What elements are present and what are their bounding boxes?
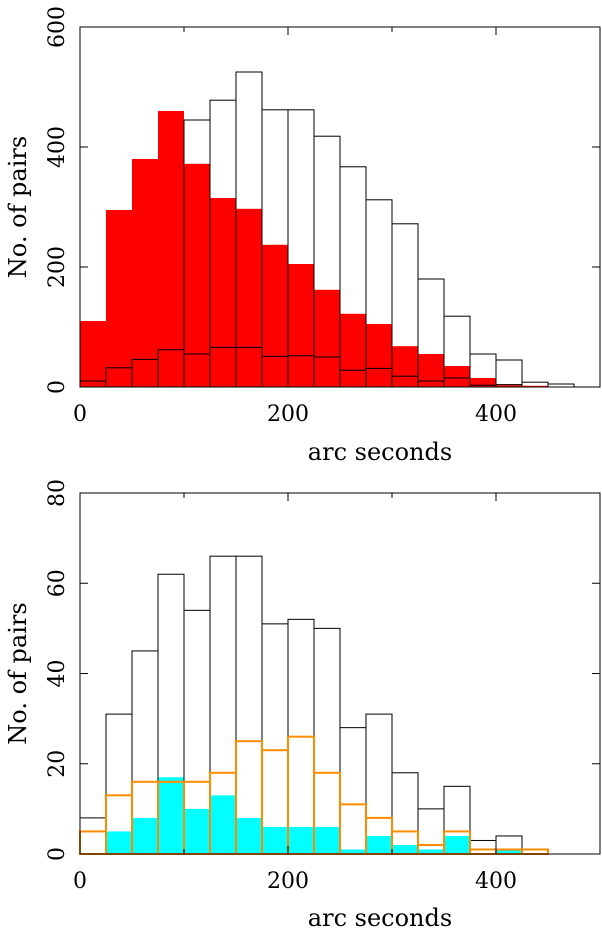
histogram-bar [444,366,470,387]
histogram-bar-outline [339,727,367,855]
histogram-bar [236,208,262,387]
histogram-bar-outline [235,555,263,855]
y-tick-label: 80 [45,479,70,507]
x-tick-label: 0 [73,869,87,894]
histogram-bar [262,826,288,854]
x-tick-label: 400 [475,402,517,427]
histogram-bar [158,111,184,387]
histogram-bar [470,378,496,387]
histogram-bar [522,385,548,387]
x-tick-label: 400 [475,869,517,894]
y-tick-label: 400 [45,126,70,168]
x-tick-label: 0 [73,402,87,427]
histogram-bar [366,324,392,387]
histogram-bar-outline [261,623,289,855]
histogram-bar-outline [79,817,107,855]
histogram-bar [496,849,522,854]
histogram-bar [340,849,366,854]
y-tick-label: 600 [45,6,70,48]
y-tick-label: 200 [45,246,70,288]
y-tick-label: 0 [45,847,70,861]
x-axis-label: arc seconds [308,438,452,466]
x-tick-label: 200 [267,869,309,894]
histogram-bar [184,163,210,387]
y-axis-label: No. of pairs [4,602,32,744]
histogram-bar [80,321,106,387]
histogram-bar [158,777,184,854]
histogram-bar [444,835,470,854]
histogram-bar [210,795,236,854]
histogram-bar-outline [469,839,497,855]
x-axis-label: arc seconds [308,904,452,932]
plot-frame [79,26,601,388]
histogram-bar [418,354,444,387]
histogram-bar [314,289,340,387]
y-tick-label: 60 [45,569,70,597]
histogram-bar [418,849,444,854]
histogram-bar [236,817,262,854]
histogram-bar-outline [79,830,107,855]
histogram-bar [132,159,158,387]
histogram-bar [288,264,314,387]
histogram-bar [340,313,366,387]
series-outline-2 [79,555,523,855]
histogram-bar [392,346,418,387]
histogram-bar [288,826,314,854]
histogram-bar [392,844,418,854]
histogram-bar [132,817,158,854]
chart-panel-1: 0 200 400 0 200 400 600 arc seconds No. of pairs [4,6,601,466]
histogram-bar-outline [365,713,393,855]
chart-panel-2: 0 200 400 0 20 40 60 80 arc seconds No. of pairs [4,479,601,932]
histogram-bar-outline [339,803,367,855]
histogram-bar [496,385,522,387]
series-filled-1 [106,777,522,854]
histogram-bar [314,826,340,854]
y-tick-label: 0 [45,380,70,394]
histogram-bar [106,210,132,387]
y-tick-label: 20 [45,750,70,778]
histogram-bar [366,835,392,854]
histogram-bar [210,198,236,387]
histogram-bar-outline [417,808,445,855]
x-tick-label: 200 [267,402,309,427]
histogram-bar [184,808,210,854]
histogram-bar-outline [391,772,419,855]
histogram-bar-outline [313,627,341,855]
histogram-bar [106,831,132,854]
histogram-bar [262,244,288,387]
histogram-bar-outline [469,848,497,855]
y-axis-label: No. of pairs [4,136,32,278]
series-filled-1 [80,111,548,387]
histogram-bar-outline [521,848,549,855]
y-tick-label: 40 [45,660,70,688]
histogram-bar-outline [495,359,523,388]
